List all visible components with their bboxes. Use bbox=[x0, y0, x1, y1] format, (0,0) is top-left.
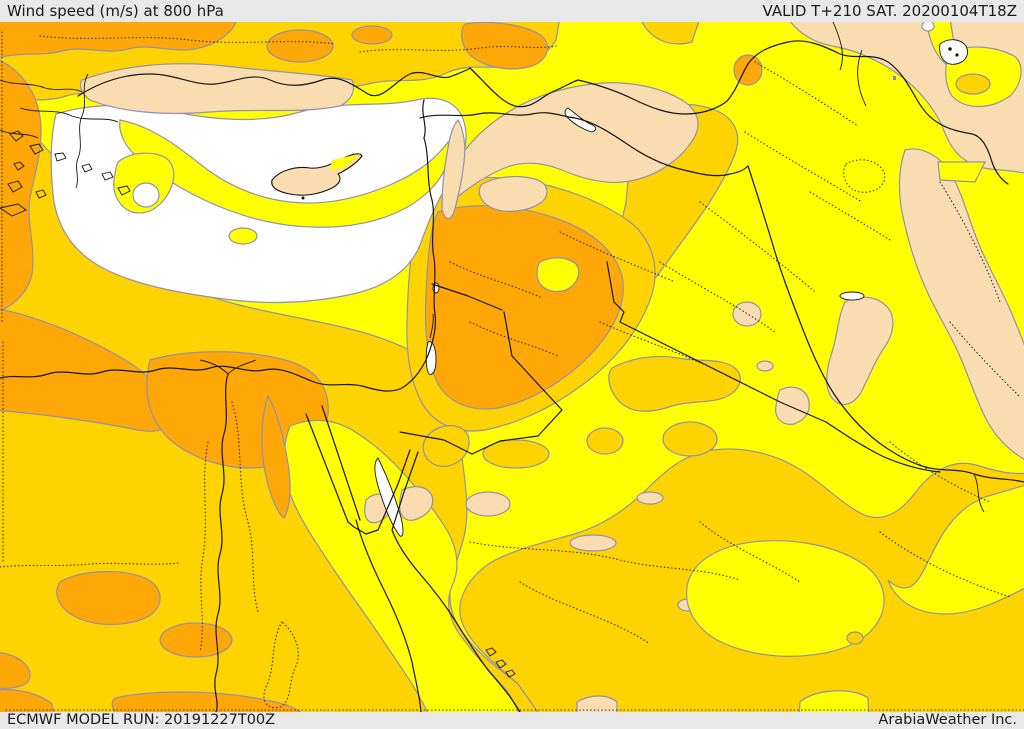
suez-west-orange-strip bbox=[262, 396, 290, 518]
brand-label: ArabiaWeather Inc. bbox=[878, 712, 1017, 728]
aegean-islands bbox=[0, 130, 131, 217]
bottom-right-yellow-holes bbox=[687, 484, 1024, 712]
valid-time-label: VALID T+210 SAT. 20200104T18Z bbox=[762, 2, 1017, 20]
small-lake-dot bbox=[893, 76, 896, 80]
red-sea-islands bbox=[485, 647, 516, 678]
contour-layer-peach bbox=[80, 22, 1024, 712]
dotted-boundaries bbox=[0, 31, 1024, 711]
contour-layer-white-calm bbox=[51, 98, 466, 302]
wind-speed-map bbox=[0, 22, 1024, 712]
lake-urmia bbox=[939, 39, 968, 65]
header-bar: Wind speed (m/s) at 800 hPa VALID T+210 … bbox=[0, 0, 1024, 22]
syria-east-yellow-tongue bbox=[537, 258, 579, 292]
model-run-label: ECMWF MODEL RUN: 20191227T00Z bbox=[7, 712, 276, 728]
dead-sea bbox=[425, 341, 437, 375]
northeast-accents bbox=[564, 22, 1021, 301]
lake-tharthar bbox=[839, 291, 865, 301]
coastlines-and-borders bbox=[0, 22, 1024, 712]
red-sea-yellow-corridor bbox=[284, 420, 522, 712]
page-title: Wind speed (m/s) at 800 hPa bbox=[7, 2, 224, 20]
footer-bar: ECMWF MODEL RUN: 20191227T00Z ArabiaWeat… bbox=[0, 712, 1024, 729]
